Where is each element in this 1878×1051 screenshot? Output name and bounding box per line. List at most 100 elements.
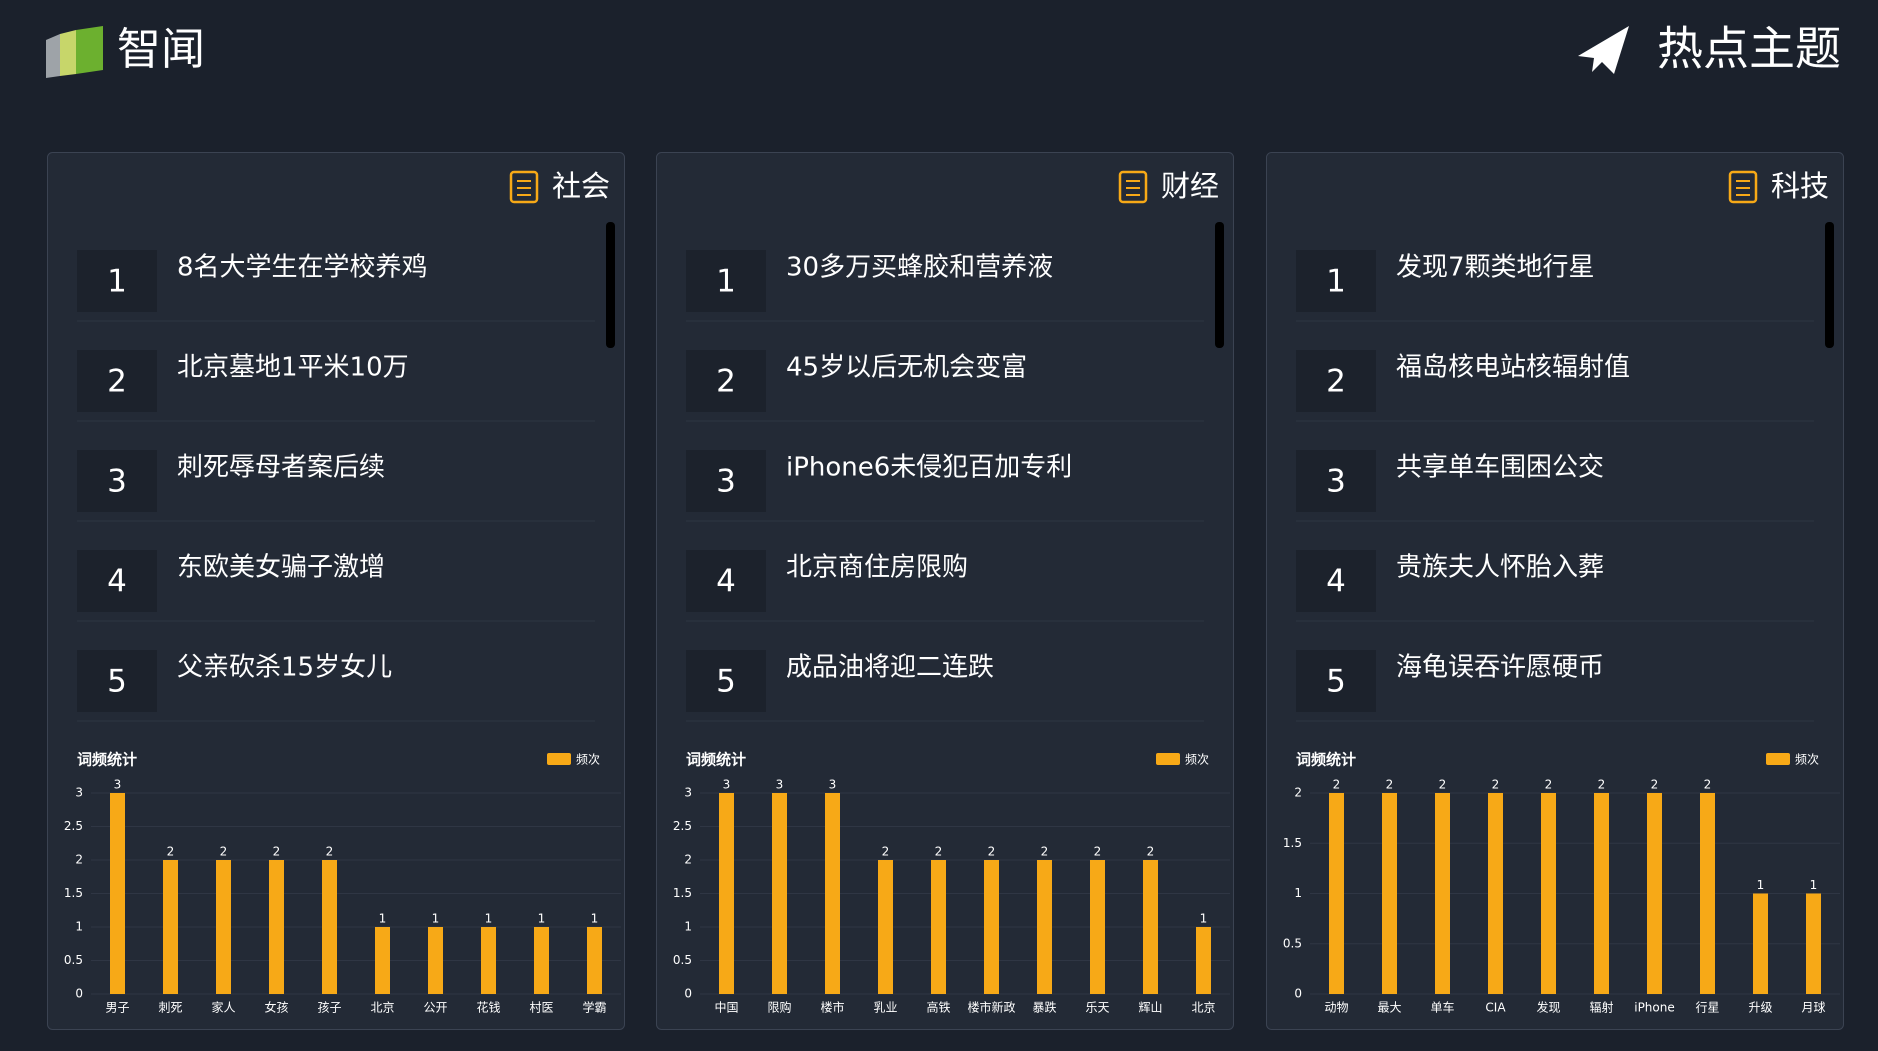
value-label: 2 bbox=[167, 845, 175, 859]
value-label: 1 bbox=[538, 912, 546, 926]
headline: 刺死辱母者案后续 bbox=[177, 453, 385, 483]
bar bbox=[1090, 860, 1105, 994]
value-label: 1 bbox=[379, 912, 387, 926]
value-label: 1 bbox=[1757, 878, 1765, 892]
rank: 4 bbox=[107, 564, 127, 600]
rank: 5 bbox=[1326, 664, 1346, 700]
bar bbox=[1196, 927, 1211, 994]
y-tick-label: 1 bbox=[1294, 886, 1302, 900]
chart-title: 词频统计 bbox=[1296, 751, 1356, 769]
y-tick-label: 0 bbox=[684, 987, 692, 1001]
y-tick-label: 1 bbox=[75, 920, 83, 934]
rank-box bbox=[1296, 450, 1376, 512]
x-tick-label: 楼市新政 bbox=[967, 1000, 1015, 1015]
bar bbox=[322, 860, 337, 994]
headline: 30多万买蜂胶和营养液 bbox=[786, 253, 1053, 283]
bar bbox=[1435, 793, 1450, 994]
headline: 成品油将迎二连跌 bbox=[786, 653, 994, 683]
y-tick-label: 2.5 bbox=[64, 819, 83, 833]
legend-label: 频次 bbox=[1795, 753, 1819, 767]
value-label: 2 bbox=[1704, 778, 1712, 792]
headline: 父亲砍杀15岁女儿 bbox=[177, 653, 392, 683]
rank-box bbox=[77, 450, 157, 512]
value-label: 1 bbox=[1200, 912, 1208, 926]
y-tick-label: 0.5 bbox=[1283, 936, 1302, 950]
rank: 2 bbox=[1326, 364, 1346, 400]
value-label: 1 bbox=[432, 912, 440, 926]
bar bbox=[428, 927, 443, 994]
legend-swatch bbox=[1156, 753, 1180, 765]
value-label: 1 bbox=[591, 912, 599, 926]
y-tick-label: 2 bbox=[684, 853, 692, 867]
bar bbox=[1647, 793, 1662, 994]
brand: 智闻 bbox=[117, 24, 205, 75]
rank: 5 bbox=[107, 664, 127, 700]
y-tick-label: 3 bbox=[684, 786, 692, 800]
clipboard-icon bbox=[509, 170, 539, 204]
bar bbox=[375, 927, 390, 994]
y-tick-label: 0.5 bbox=[64, 953, 83, 967]
bar bbox=[719, 793, 734, 994]
value-label: 2 bbox=[1598, 778, 1606, 792]
bar bbox=[587, 927, 602, 994]
rank-box bbox=[686, 450, 766, 512]
legend-label: 频次 bbox=[1185, 753, 1209, 767]
value-label: 2 bbox=[220, 845, 228, 859]
x-tick-label: 行星 bbox=[1695, 1001, 1719, 1015]
headline: 东欧美女骗子激增 bbox=[177, 553, 385, 583]
headline: 贵族夫人怀胎入葬 bbox=[1396, 553, 1604, 583]
bar bbox=[481, 927, 496, 994]
bar bbox=[984, 860, 999, 994]
value-label: 2 bbox=[1492, 778, 1500, 792]
y-tick-label: 0 bbox=[1294, 987, 1302, 1001]
panel-title: 财经 bbox=[1161, 169, 1219, 203]
legend-swatch bbox=[1766, 753, 1790, 765]
x-tick-label: 家人 bbox=[211, 1000, 235, 1015]
x-tick-label: 高铁 bbox=[926, 1000, 950, 1015]
rank: 3 bbox=[107, 464, 127, 500]
y-tick-label: 0 bbox=[75, 987, 83, 1001]
headline: 共享单车围困公交 bbox=[1396, 453, 1604, 483]
x-tick-label: iPhone bbox=[1634, 1001, 1675, 1015]
scrollbar bbox=[606, 222, 615, 348]
x-tick-label: 月球 bbox=[1801, 1001, 1825, 1015]
panel-bg bbox=[47, 152, 625, 1030]
panel: 科技 1 发现7颗类地行星 2 福岛核电站核辐射值 3 共享单车围困公交 4 贵族夫人怀胎入葬 5… bbox=[1266, 152, 1844, 1030]
headline: 发现7颗类地行星 bbox=[1396, 253, 1595, 283]
value-label: 2 bbox=[1041, 845, 1049, 859]
x-tick-label: 村医 bbox=[529, 1001, 553, 1015]
bar bbox=[1753, 893, 1768, 994]
bar bbox=[1488, 793, 1503, 994]
value-label: 2 bbox=[1651, 778, 1659, 792]
rank: 1 bbox=[1326, 264, 1346, 300]
bar bbox=[878, 860, 893, 994]
y-tick-label: 1.5 bbox=[673, 886, 692, 900]
panel-bg bbox=[656, 152, 1234, 1030]
bar bbox=[1143, 860, 1158, 994]
rank: 2 bbox=[716, 364, 736, 400]
rank-box bbox=[686, 250, 766, 312]
rank: 3 bbox=[1326, 464, 1346, 500]
headline: 8名大学生在学校养鸡 bbox=[177, 253, 428, 283]
value-label: 3 bbox=[114, 778, 122, 792]
logo bbox=[46, 26, 103, 78]
clipboard-icon bbox=[1118, 170, 1148, 204]
rank-box bbox=[77, 550, 157, 612]
rank: 3 bbox=[716, 464, 736, 500]
x-tick-label: 女孩 bbox=[264, 1000, 288, 1015]
value-label: 2 bbox=[1333, 778, 1341, 792]
rank-box bbox=[1296, 550, 1376, 612]
bar bbox=[1594, 793, 1609, 994]
legend-swatch bbox=[547, 753, 571, 765]
rank-box bbox=[686, 650, 766, 712]
value-label: 2 bbox=[1147, 845, 1155, 859]
y-tick-label: 2 bbox=[1294, 786, 1302, 800]
chart-title: 词频统计 bbox=[77, 751, 137, 769]
rank: 1 bbox=[716, 264, 736, 300]
bar bbox=[1806, 893, 1821, 994]
rank: 4 bbox=[1326, 564, 1346, 600]
x-tick-label: CIA bbox=[1485, 1001, 1506, 1015]
value-label: 2 bbox=[988, 845, 996, 859]
x-tick-label: 北京 bbox=[1191, 1001, 1215, 1015]
rank-box bbox=[1296, 250, 1376, 312]
